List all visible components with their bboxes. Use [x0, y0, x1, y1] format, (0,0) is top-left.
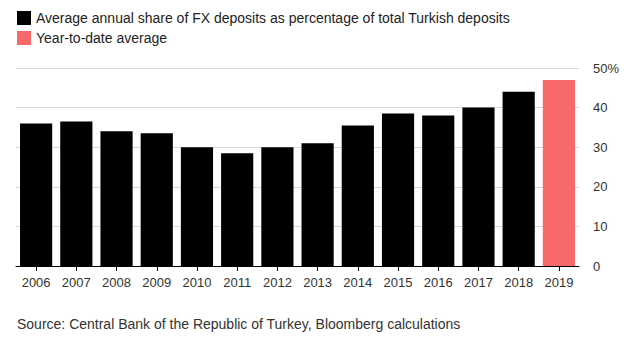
svg-text:50%: 50%	[593, 61, 619, 76]
svg-text:2014: 2014	[343, 275, 372, 290]
svg-text:2007: 2007	[62, 275, 91, 290]
svg-text:40: 40	[593, 100, 607, 115]
svg-text:2016: 2016	[424, 275, 453, 290]
svg-text:0: 0	[593, 259, 600, 274]
svg-text:2017: 2017	[464, 275, 493, 290]
svg-text:2012: 2012	[263, 275, 292, 290]
svg-text:Average annual share of FX dep: Average annual share of FX deposits as p…	[36, 10, 510, 26]
svg-text:2010: 2010	[183, 275, 212, 290]
svg-text:2018: 2018	[504, 275, 533, 290]
svg-text:2015: 2015	[384, 275, 413, 290]
svg-text:20: 20	[593, 179, 607, 194]
svg-text:2013: 2013	[303, 275, 332, 290]
svg-text:30: 30	[593, 140, 607, 155]
svg-text:2009: 2009	[142, 275, 171, 290]
svg-text:2008: 2008	[102, 275, 131, 290]
svg-text:2019: 2019	[544, 275, 573, 290]
svg-text:Year-to-date average: Year-to-date average	[36, 30, 167, 46]
svg-text:2006: 2006	[22, 275, 51, 290]
svg-text:10: 10	[593, 219, 607, 234]
svg-text:Source: Central Bank of the Re: Source: Central Bank of the Republic of …	[17, 316, 460, 332]
svg-text:2011: 2011	[223, 275, 251, 290]
